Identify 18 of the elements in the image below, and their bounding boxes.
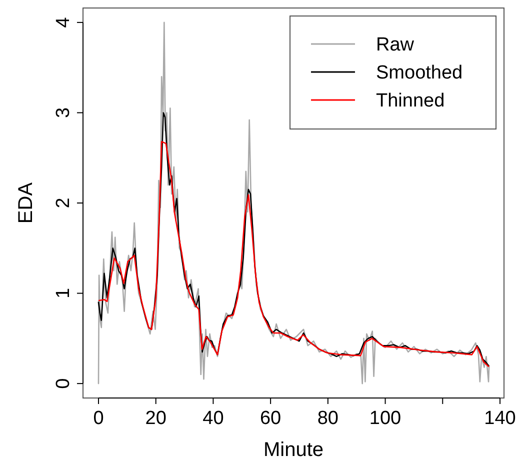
x-axis-title: Minute (263, 439, 324, 461)
x-tick-label: 140 (484, 408, 516, 429)
x-tick-label: 20 (145, 408, 166, 429)
y-tick-label: 2 (53, 198, 74, 208)
y-tick-label: 0 (53, 378, 74, 389)
y-tick-label: 1 (53, 288, 74, 299)
y-tick-label: 3 (53, 107, 74, 118)
legend-label: Thinned (376, 90, 445, 112)
legend-label: Raw (376, 34, 414, 56)
x-tick-label: 60 (260, 408, 282, 429)
x-tick-label: 40 (202, 408, 224, 429)
x-tick-label: 0 (93, 408, 104, 429)
x-tick-label: 80 (317, 408, 338, 429)
y-tick-label: 4 (53, 16, 74, 28)
y-axis-title: EDA (15, 182, 37, 224)
x-tick-label: 100 (369, 408, 402, 429)
line-series (98, 22, 490, 384)
legend-label: Smoothed (376, 62, 463, 84)
